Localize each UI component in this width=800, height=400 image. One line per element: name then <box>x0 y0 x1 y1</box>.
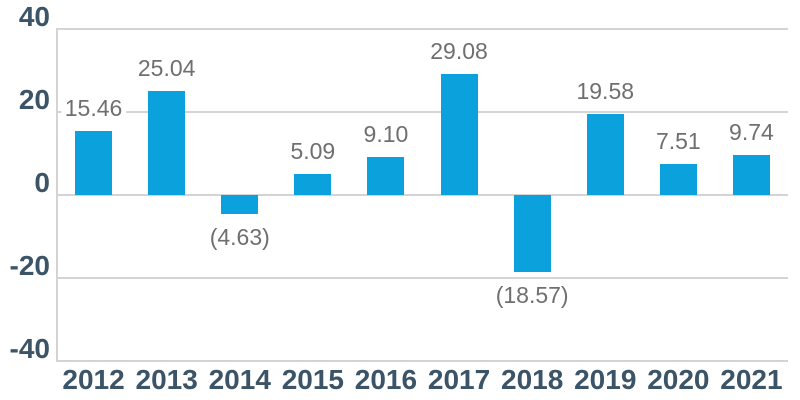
data-label-2017: 29.08 <box>426 36 492 68</box>
gridline--20 <box>57 277 788 279</box>
bar-2017 <box>440 74 478 195</box>
bar-2014 <box>221 195 259 215</box>
y-axis-line <box>56 28 58 362</box>
x-tick-label-2019: 2019 <box>574 364 637 395</box>
bar-2018 <box>513 195 551 273</box>
bar-2015 <box>294 173 332 195</box>
x-tick-label-2016: 2016 <box>354 364 418 395</box>
data-label-2014: (4.63) <box>205 222 274 254</box>
y-tick-label-0: 0 <box>34 167 50 198</box>
bar-2019 <box>586 113 624 195</box>
bar-2016 <box>367 157 405 195</box>
data-label-2015: 5.09 <box>286 135 340 167</box>
x-tick-label-2014: 2014 <box>208 364 271 395</box>
data-label-2013: 25.04 <box>133 53 200 85</box>
data-label-2018: (18.57) <box>491 280 573 312</box>
y-tick-label--40: -40 <box>9 333 50 364</box>
data-label-2021: 9.74 <box>725 116 778 148</box>
y-tick-label-40: 40 <box>18 1 50 32</box>
x-tick-label-2017: 2017 <box>427 364 491 395</box>
gridline-20 <box>57 111 788 113</box>
x-tick-label-2015: 2015 <box>281 364 344 395</box>
x-tick-label-2013: 2013 <box>135 364 198 395</box>
gridline-0 <box>57 194 788 196</box>
data-label-2019: 19.58 <box>572 75 639 107</box>
gridline--40 <box>57 360 788 362</box>
gridline-40 <box>57 28 788 30</box>
y-tick-label--20: -20 <box>9 250 50 281</box>
x-tick-label-2018: 2018 <box>500 364 564 395</box>
data-label-2012: 15.46 <box>60 92 127 124</box>
y-tick-label-20: 20 <box>18 84 50 115</box>
x-tick-label-2020: 2020 <box>647 364 710 395</box>
data-label-2016: 9.10 <box>359 119 413 151</box>
bar-2013 <box>148 91 186 195</box>
bar-2012 <box>75 130 113 195</box>
data-label-2020: 7.51 <box>651 125 705 157</box>
x-tick-label-2012: 2012 <box>62 364 125 395</box>
x-tick-label-2021: 2021 <box>720 364 783 395</box>
bar-2021 <box>732 154 770 195</box>
bar-2020 <box>659 163 697 195</box>
